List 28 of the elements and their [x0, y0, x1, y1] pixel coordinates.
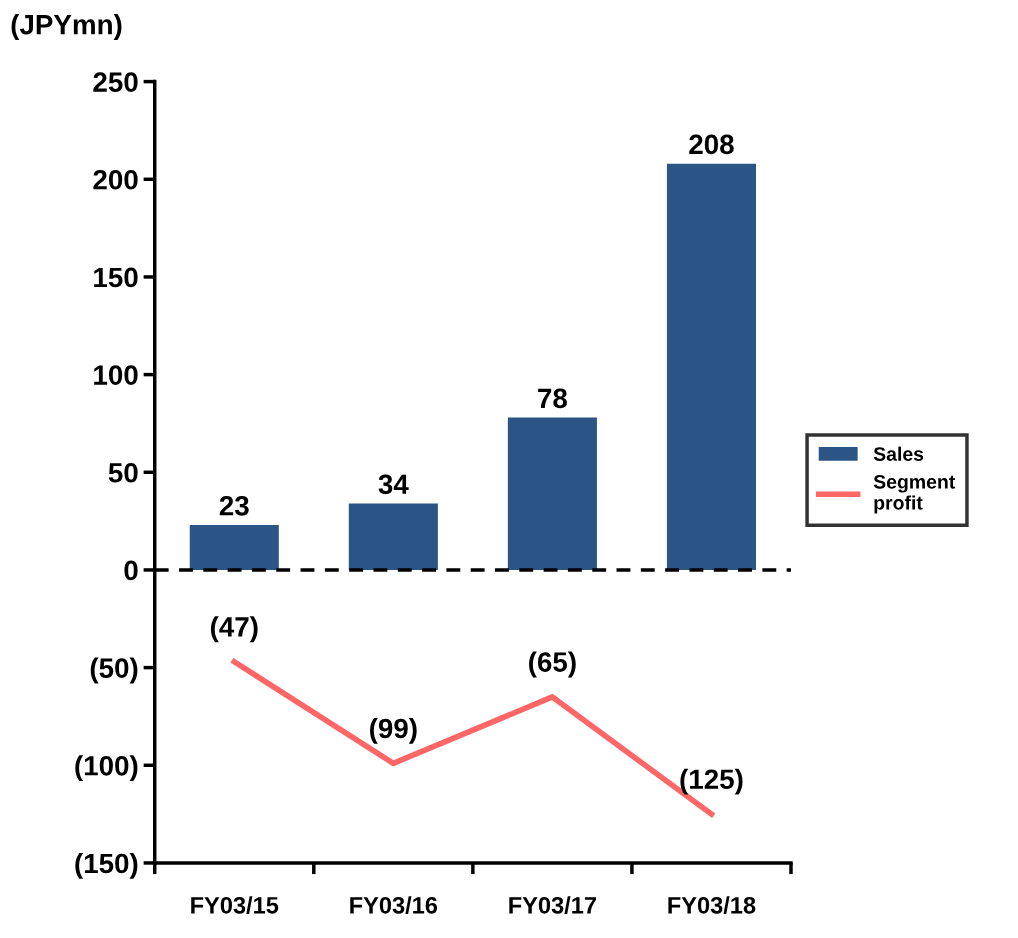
data-label: 23 [219, 495, 249, 516]
legend-label: Segment profit [873, 474, 956, 514]
y-tick-label: 200 [93, 169, 138, 190]
y-tick-label: 150 [94, 267, 138, 288]
data-label: 208 [689, 134, 734, 155]
y-tick-label: 0 [124, 560, 138, 581]
bar [348, 503, 438, 570]
data-label: (65) [529, 651, 576, 678]
bar [507, 417, 597, 570]
bar [189, 525, 279, 570]
legend-label: Sales [873, 446, 924, 461]
y-tick-label: 250 [93, 72, 138, 92]
y-tick-label: (100) [75, 755, 138, 782]
bar [666, 163, 756, 570]
y-tick-label: 100 [94, 365, 138, 385]
x-tick-label: FY03/15 [191, 896, 279, 914]
y-tick-label: (150) [75, 852, 138, 879]
data-label: (47) [210, 616, 258, 643]
x-tick-label: FY03/17 [509, 896, 596, 914]
x-tick-label: FY03/18 [668, 896, 756, 914]
y-axis-title: (JPYmn) [11, 14, 122, 40]
x-tick-label: FY03/16 [350, 896, 438, 914]
data-label: (99) [370, 717, 417, 744]
data-label: 34 [378, 474, 409, 495]
data-label: (125) [680, 768, 743, 795]
y-tick-label: (50) [90, 657, 138, 684]
data-label: 78 [538, 388, 567, 409]
y-tick-label: 50 [108, 462, 138, 483]
